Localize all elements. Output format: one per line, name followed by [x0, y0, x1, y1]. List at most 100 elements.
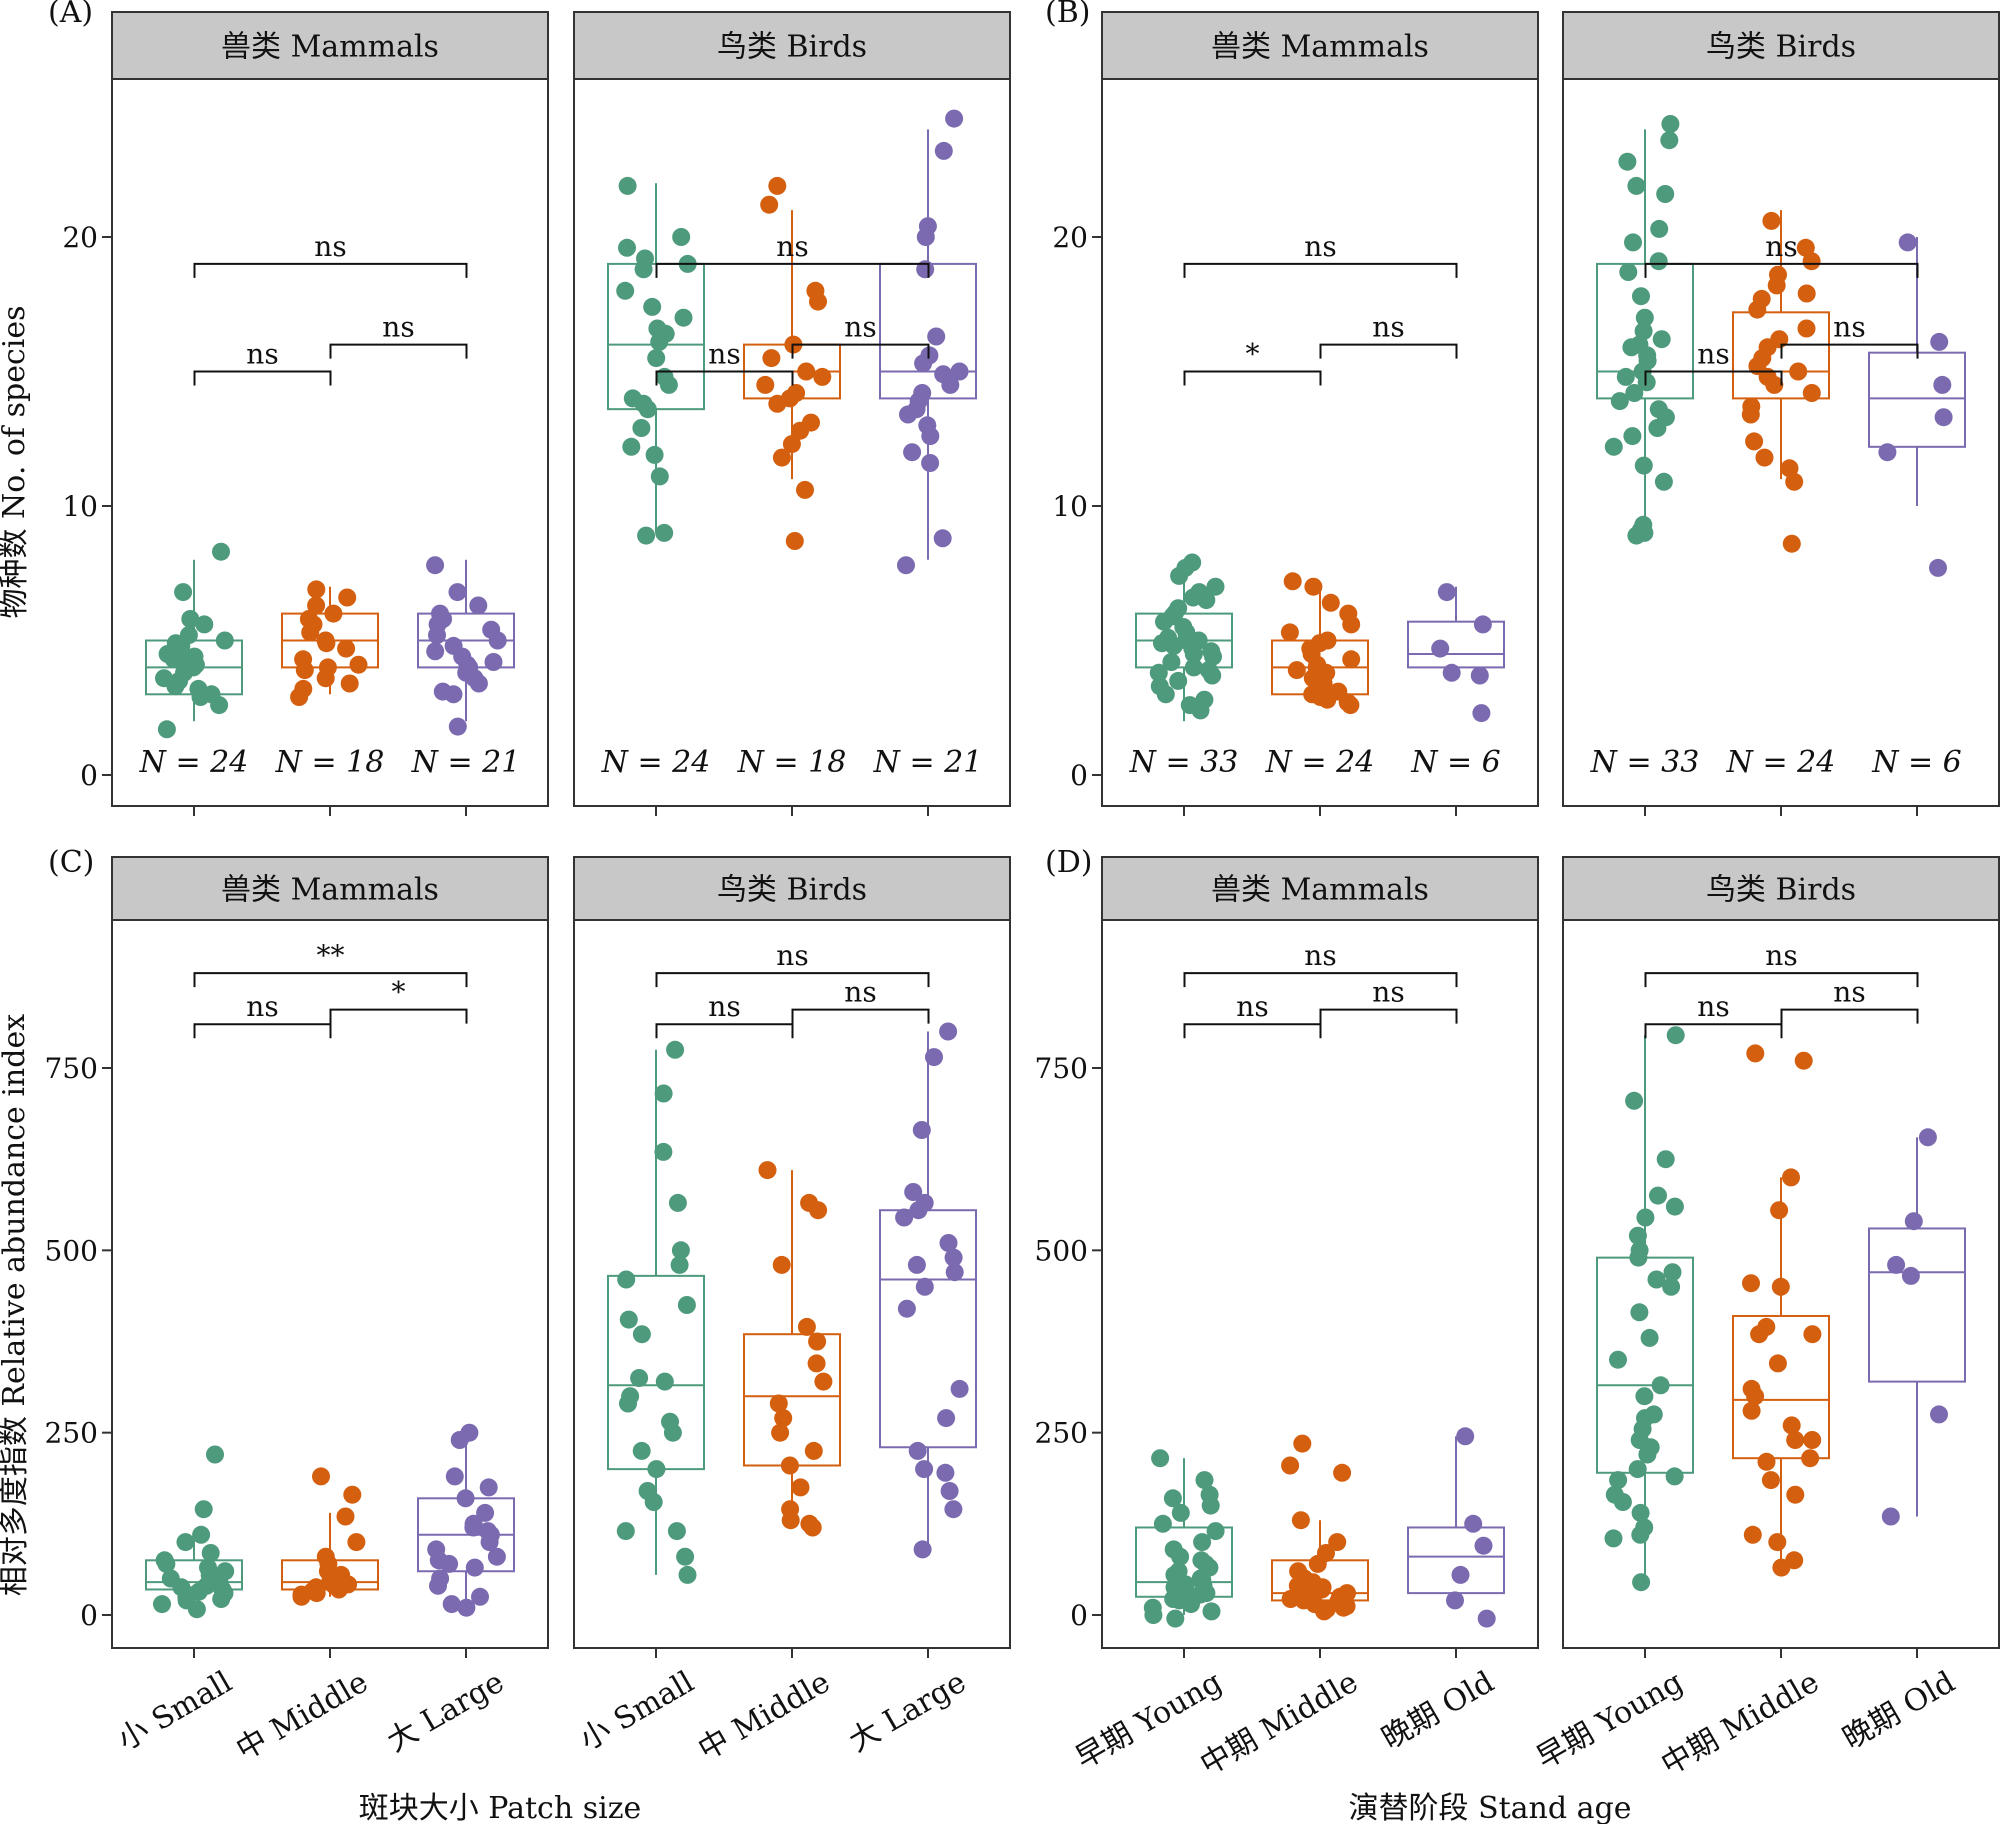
data-point: [1622, 338, 1641, 357]
data-point: [1164, 636, 1183, 655]
data-point: [324, 604, 343, 623]
data-point: [476, 1503, 495, 1522]
data-point: [1743, 1525, 1762, 1544]
facet-strip-label: 鸟类 Birds: [717, 30, 867, 65]
significance-label: ns: [844, 311, 876, 344]
data-point: [940, 1482, 959, 1500]
data-point: [1632, 1573, 1651, 1592]
data-point: [617, 1270, 636, 1289]
data-point: [1203, 666, 1222, 685]
x-tick-label: 小 Small: [574, 1665, 700, 1758]
data-point: [1333, 1463, 1352, 1482]
data-point: [1640, 1328, 1659, 1347]
significance-label: ns: [314, 230, 346, 263]
data-point: [663, 1423, 682, 1442]
data-point: [813, 367, 832, 386]
significance-bracket: [1319, 1008, 1458, 1024]
data-point: [1437, 583, 1456, 602]
panel-label-b: (B): [1045, 0, 1090, 30]
data-point: [1624, 233, 1642, 252]
significance-bracket: [193, 1023, 332, 1039]
significance-bracket: [1644, 972, 1919, 988]
data-point: [1801, 1449, 1820, 1468]
data-point: [1631, 1503, 1650, 1522]
data-point: [915, 1277, 934, 1296]
data-point: [1149, 663, 1168, 682]
data-point: [1741, 405, 1760, 424]
data-point: [1291, 1511, 1310, 1530]
y-tick-label: 10: [1052, 490, 1088, 523]
data-point: [1206, 1522, 1225, 1541]
y-tick-label: 750: [45, 1052, 98, 1085]
data-point: [1762, 211, 1781, 230]
data-point: [1609, 1471, 1628, 1490]
significance-bracket: [1644, 262, 1919, 278]
data-point: [157, 1554, 176, 1573]
data-point: [206, 1445, 224, 1464]
data-point: [1635, 308, 1654, 327]
data-point: [1666, 1026, 1685, 1045]
data-point: [1182, 1595, 1200, 1614]
data-point: [1755, 448, 1774, 467]
data-point: [1630, 1303, 1649, 1322]
data-point: [1930, 1405, 1948, 1424]
data-point: [440, 1554, 459, 1573]
significance-bracket: [655, 262, 930, 278]
significance-bracket: [329, 1008, 468, 1024]
data-point: [1283, 572, 1302, 591]
significance-label: ns: [1833, 976, 1865, 1009]
data-point: [1293, 1434, 1312, 1453]
data-point: [667, 1522, 686, 1541]
y-tick-label: 250: [1035, 1417, 1088, 1450]
data-point: [484, 653, 503, 671]
data-point: [809, 292, 827, 311]
box: [1868, 351, 1966, 448]
box: [1732, 311, 1830, 400]
data-point: [760, 195, 779, 214]
data-point: [772, 1255, 791, 1274]
data-point: [921, 454, 940, 472]
significance-bracket: [1183, 972, 1458, 988]
data-point: [656, 324, 675, 343]
data-point: [672, 228, 691, 246]
facet-a-mammals: 兽类 Mammals 0 10 20 N = 24 N = 18 N = 21 ns ns ns: [62, 11, 549, 816]
data-point: [1604, 1529, 1623, 1548]
data-point: [1151, 1449, 1170, 1468]
data-point: [1618, 152, 1637, 171]
data-point: [201, 1544, 220, 1562]
n-label: N = 33: [1129, 745, 1239, 780]
data-point: [630, 1369, 649, 1387]
data-point: [464, 1518, 483, 1537]
data-point: [1184, 645, 1203, 663]
significance-bracket: [791, 1008, 930, 1024]
data-point: [1665, 1197, 1684, 1216]
facet-strip-label: 鸟类 Birds: [717, 873, 867, 908]
data-point: [804, 1441, 823, 1460]
data-point: [904, 1183, 923, 1201]
box: [1407, 1526, 1505, 1595]
data-point: [1654, 472, 1673, 491]
data-point: [1648, 419, 1667, 437]
significance-bracket: [791, 343, 930, 359]
box: [743, 1333, 841, 1467]
x-tick-label: 晚期 Old: [1837, 1665, 1961, 1757]
data-point: [1169, 671, 1188, 690]
data-point: [450, 1431, 469, 1449]
data-point: [181, 610, 200, 628]
data-point: [194, 1500, 213, 1519]
facet-strip: [111, 11, 549, 80]
x-tick-label: 中 Middle: [692, 1665, 836, 1768]
x-tick-label: 大 Large: [843, 1665, 972, 1760]
data-point: [1632, 287, 1650, 306]
data-point: [488, 631, 507, 650]
data-point: [1162, 653, 1181, 671]
data-point: [1342, 650, 1361, 669]
data-point: [157, 720, 176, 739]
data-point: [678, 1565, 697, 1584]
data-point: [756, 375, 775, 394]
data-point: [1634, 456, 1653, 475]
data-point: [1797, 319, 1816, 338]
x-axis-label-patch-size: 斑块大小 Patch size: [359, 1791, 642, 1824]
